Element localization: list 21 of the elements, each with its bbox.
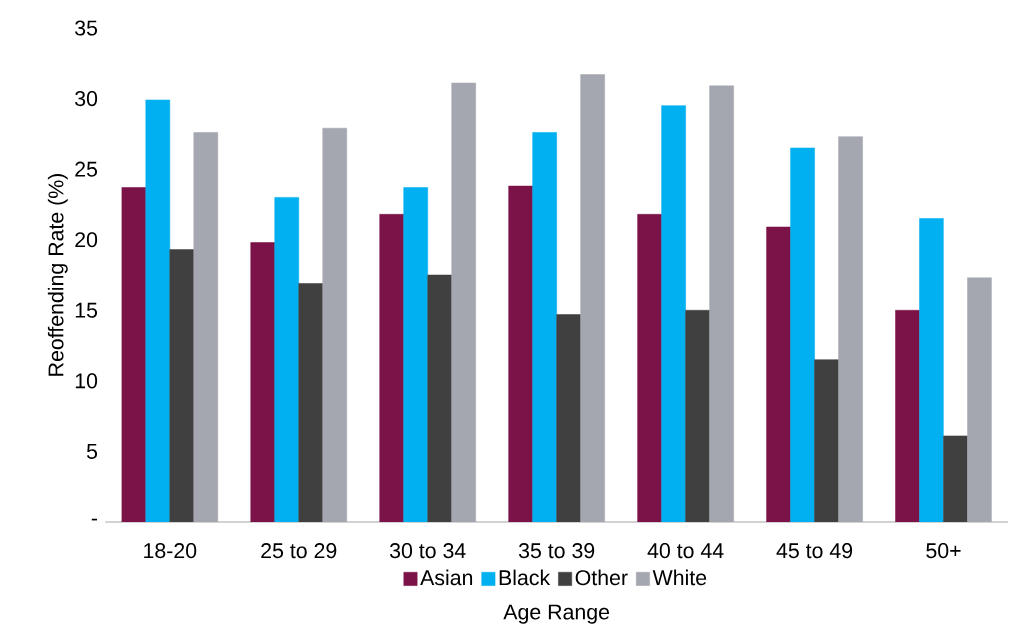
x-tick-label: 30 to 34: [389, 543, 466, 559]
y-tick-label: 5: [86, 443, 98, 459]
x-tick-label: 18-20: [144, 543, 197, 559]
legend-label: Other: [575, 569, 628, 586]
y-tick-label: -: [91, 518, 97, 521]
x-tick-label: 40 to 44: [647, 543, 724, 559]
y-axis-title: Reoffending Rate (%): [47, 174, 68, 376]
x-tick-label: 35 to 39: [518, 543, 595, 559]
x-tick-label: 25 to 29: [261, 543, 337, 559]
y-tick-label: 30: [75, 91, 98, 107]
x-tick-label: 45 to 49: [776, 543, 853, 559]
x-axis-title: Age Range: [503, 604, 610, 624]
x-tick-label: 50+: [926, 543, 961, 559]
y-tick-label: 35: [75, 20, 98, 36]
legend-label: Black: [499, 569, 551, 586]
y-tick-label: 15: [75, 302, 98, 318]
y-tick-label: 10: [75, 373, 98, 389]
legend-label: White: [652, 569, 707, 586]
y-tick-label: 20: [75, 232, 98, 248]
y-tick-label: 25: [75, 161, 98, 177]
legend-label: Asian: [420, 569, 473, 586]
